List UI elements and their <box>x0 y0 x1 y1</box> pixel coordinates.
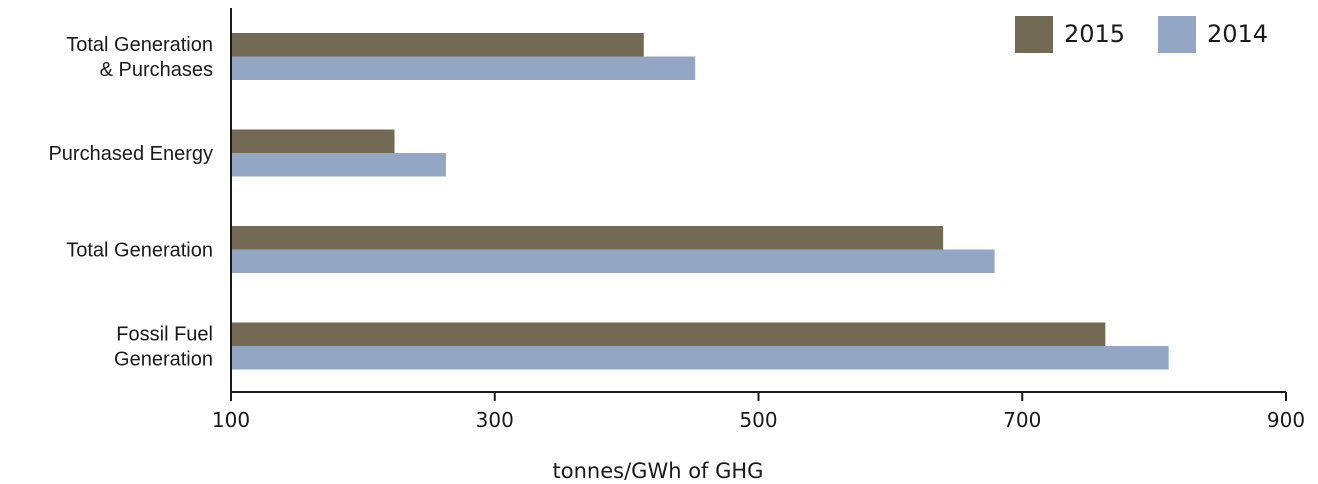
bar-2014-0 <box>231 57 695 81</box>
x-tick-label-1: 300 <box>476 408 514 432</box>
category-label-1-0: Purchased Energy <box>48 143 213 165</box>
bar-2014-2 <box>231 250 995 274</box>
bar-2014-1 <box>231 153 446 177</box>
category-label-3-0: Fossil Fuel <box>116 324 213 346</box>
x-tick-label-3: 700 <box>1003 408 1041 432</box>
category-label-3-1: Generation <box>114 349 213 371</box>
bar-2015-1 <box>231 130 395 154</box>
legend: 2015 2014 <box>1015 16 1268 53</box>
category-label-0-0: Total Generation <box>66 34 213 56</box>
x-axis-ticks: 100 300 500 700 900 <box>212 392 1305 432</box>
legend-swatch-2015 <box>1015 16 1053 53</box>
bar-2014-3 <box>231 346 1169 370</box>
x-axis-title: tonnes/GWh of GHG <box>553 459 764 483</box>
x-tick-label-4: 900 <box>1267 408 1305 432</box>
category-labels: Total Generation & Purchases Purchased Ene… <box>48 34 213 371</box>
x-tick-label-0: 100 <box>212 408 250 432</box>
legend-label-2015: 2015 <box>1064 20 1125 48</box>
bar-2015-0 <box>231 33 644 57</box>
legend-swatch-2014 <box>1158 16 1196 53</box>
bars-group <box>231 33 1169 370</box>
bar-2015-2 <box>231 226 943 250</box>
category-label-0-1: & Purchases <box>100 59 213 81</box>
x-tick-label-2: 500 <box>739 408 777 432</box>
bar-2015-3 <box>231 323 1105 347</box>
category-label-2-0: Total Generation <box>66 240 213 262</box>
legend-label-2014: 2014 <box>1207 20 1268 48</box>
